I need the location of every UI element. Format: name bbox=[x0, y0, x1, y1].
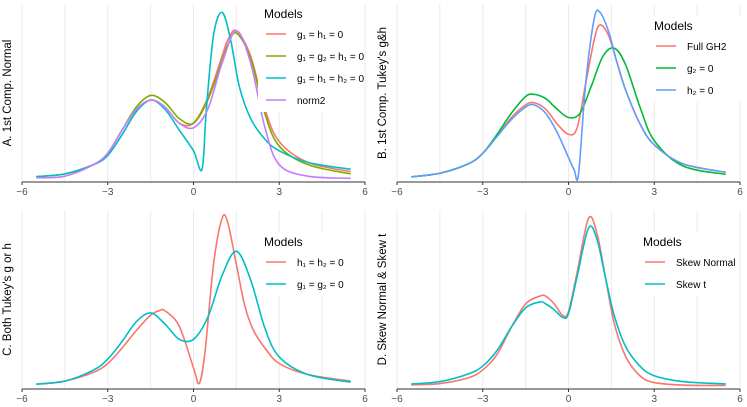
legend-label: Full GH2 bbox=[687, 42, 727, 53]
x-tick-label: −6 bbox=[16, 394, 28, 405]
x-tick-label: −3 bbox=[102, 187, 114, 198]
x-tick-label: −6 bbox=[16, 187, 28, 198]
panel-d: −6 −3 0 3 6 D. Skew Normal & Skew t Models Skew… bbox=[377, 210, 743, 405]
legend-label: g₁ = g₂ = 0 bbox=[297, 280, 344, 291]
x-tick-label: −3 bbox=[477, 394, 489, 405]
x-tick-label: 3 bbox=[276, 394, 282, 405]
y-axis-label: D. Skew Normal & Skew t bbox=[377, 233, 389, 365]
series-line-0 bbox=[36, 213, 351, 385]
x-tick-label: −3 bbox=[102, 394, 114, 405]
legend-label: h₂ = 0 bbox=[687, 86, 714, 97]
legend: Models Full GH2 g₂ = 0 h₂ = 0 bbox=[648, 16, 746, 102]
legend-label: g₁ = h₁ = 0 bbox=[297, 30, 344, 41]
y-axis-label: A. 1st Comp. Normal bbox=[2, 40, 14, 147]
legend-label: norm2 bbox=[297, 96, 326, 107]
y-axis-label: B. 1st Comp. Tukey's g&h bbox=[377, 27, 389, 159]
series-line-3 bbox=[36, 29, 351, 180]
x-tick-label: 3 bbox=[276, 187, 282, 198]
x-tick-label: 3 bbox=[651, 187, 657, 198]
x-tick-label: 3 bbox=[651, 394, 657, 405]
legend-label: Skew Normal bbox=[676, 258, 735, 269]
legend: Models h₁ = h₂ = 0 g₁ = g₂ = 0 bbox=[258, 232, 356, 296]
legend-label: g₁ = g₂ = h₁ = 0 bbox=[297, 52, 365, 63]
legend-title: Models bbox=[654, 19, 693, 33]
panel-c: −6 −3 0 3 6 C. Both Tukey's g or h Models h₁ = … bbox=[2, 210, 368, 405]
legend: Models g₁ = h₁ = 0 g₁ = g₂ = h₁ = 0 g₁ = h₁… bbox=[258, 4, 365, 112]
series-line-2 bbox=[411, 9, 726, 181]
x-tick-label: −3 bbox=[477, 187, 489, 198]
x-tick-label: 0 bbox=[566, 394, 572, 405]
x-tick-label: 6 bbox=[737, 394, 743, 405]
legend-background bbox=[637, 232, 735, 296]
legend-title: Models bbox=[264, 235, 303, 249]
legend-label: h₁ = h₂ = 0 bbox=[297, 258, 344, 269]
x-tick-label: 6 bbox=[737, 187, 743, 198]
legend-title: Models bbox=[264, 7, 303, 21]
x-tick-label: 0 bbox=[191, 187, 197, 198]
legend-label: g₂ = 0 bbox=[687, 64, 714, 75]
x-tick-label: 0 bbox=[191, 394, 197, 405]
legend-label: Skew t bbox=[676, 280, 706, 291]
series-line-1 bbox=[411, 225, 726, 385]
x-tick-label: 0 bbox=[566, 187, 572, 198]
x-tick-label: −6 bbox=[391, 394, 403, 405]
y-axis-label: C. Both Tukey's g or h bbox=[2, 243, 14, 356]
panel-a: −6 −3 0 3 6 A. 1st Comp. Normal Models g₁ = h₁ … bbox=[2, 4, 368, 198]
series-line-0 bbox=[411, 215, 726, 387]
series-line-2 bbox=[36, 11, 351, 178]
legend-background bbox=[648, 16, 746, 102]
legend-label: g₁ = h₁ = h₂ = 0 bbox=[297, 74, 365, 85]
x-tick-label: 6 bbox=[362, 187, 368, 198]
legend: Models Skew Normal Skew t bbox=[637, 232, 735, 296]
legend-background bbox=[258, 232, 356, 296]
x-tick-label: −6 bbox=[391, 187, 403, 198]
legend-background bbox=[258, 4, 356, 112]
x-tick-label: 6 bbox=[362, 394, 368, 405]
panel-b: −6 −3 0 3 6 B. 1st Comp. Tukey's g&h Models Ful… bbox=[377, 4, 746, 198]
legend-title: Models bbox=[643, 235, 682, 249]
series-line-1 bbox=[36, 250, 351, 385]
